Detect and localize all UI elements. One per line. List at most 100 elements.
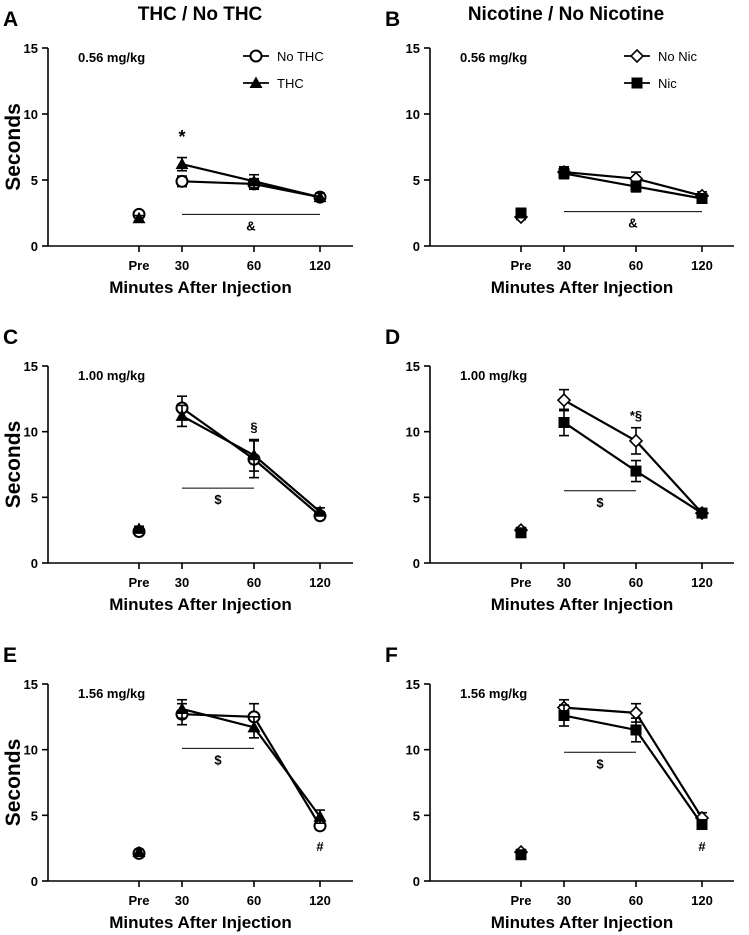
dose-label: 0.56 mg/kg bbox=[78, 50, 145, 65]
column-title-nicotine: Nicotine / No Nicotine bbox=[468, 4, 664, 25]
x-axis-label: Minutes After Injection bbox=[491, 913, 674, 932]
x-tick-label: Pre bbox=[129, 893, 150, 908]
x-tick-label: Pre bbox=[511, 258, 532, 273]
y-tick-label: 5 bbox=[31, 808, 38, 823]
y-tick-label: 5 bbox=[413, 808, 420, 823]
x-axis-label: Minutes After Injection bbox=[491, 595, 674, 614]
x-tick-label: 60 bbox=[247, 258, 261, 273]
x-tick-label: 30 bbox=[175, 575, 189, 590]
data-point bbox=[630, 465, 642, 477]
x-axis-label: Minutes After Injection bbox=[491, 278, 674, 297]
y-tick-label: 5 bbox=[413, 490, 420, 505]
x-tick-label: Pre bbox=[129, 258, 150, 273]
y-tick-label: 10 bbox=[406, 107, 420, 122]
data-point bbox=[313, 190, 327, 203]
legend-label: THC bbox=[277, 76, 304, 91]
x-tick-label: 60 bbox=[247, 575, 261, 590]
panel-letter: C bbox=[3, 326, 18, 349]
series-thc bbox=[132, 698, 327, 858]
dose-label: 1.00 mg/kg bbox=[78, 368, 145, 383]
series-no-thc bbox=[132, 395, 327, 538]
x-axis-label: Minutes After Injection bbox=[109, 595, 292, 614]
column-title-thc: THC / No THC bbox=[138, 4, 263, 25]
y-tick-label: 15 bbox=[406, 677, 420, 692]
y-tick-label: 15 bbox=[24, 41, 38, 56]
data-point bbox=[696, 819, 708, 831]
x-tick-label: Pre bbox=[511, 575, 532, 590]
x-tick-label: 120 bbox=[691, 575, 713, 590]
y-tick-label: 0 bbox=[413, 556, 420, 571]
data-point bbox=[175, 702, 189, 714]
data-point bbox=[515, 527, 527, 539]
series-no-nic bbox=[513, 698, 710, 860]
dose-label: 1.56 mg/kg bbox=[460, 686, 527, 701]
panel-e: E 0 5 10 15 Pre 30 60 120 Minutes After Injection… bbox=[2, 644, 353, 932]
x-tick-label: Pre bbox=[511, 893, 532, 908]
panel-letter: F bbox=[385, 644, 398, 667]
x-tick-label: 30 bbox=[557, 893, 571, 908]
x-tick-label: 30 bbox=[557, 575, 571, 590]
series-nic bbox=[515, 408, 708, 539]
y-axis-label: Seconds bbox=[2, 739, 25, 827]
significance-label: & bbox=[246, 218, 255, 233]
series-thc bbox=[132, 156, 327, 224]
y-tick-label: 15 bbox=[24, 677, 38, 692]
significance-marker: # bbox=[698, 839, 706, 854]
legend-label: Nic bbox=[658, 76, 677, 91]
x-tick-label: 30 bbox=[175, 893, 189, 908]
data-point bbox=[313, 505, 327, 517]
y-tick-label: 5 bbox=[31, 173, 38, 188]
series-no-thc bbox=[132, 174, 327, 221]
x-tick-label: 120 bbox=[691, 893, 713, 908]
data-point bbox=[628, 433, 644, 448]
panel-d: D 0 5 10 15 Pre 30 60 120 Minutes After Injection… bbox=[385, 326, 734, 614]
data-point bbox=[515, 207, 527, 219]
data-point bbox=[132, 845, 146, 858]
series-no-nic bbox=[513, 388, 710, 538]
y-tick-label: 15 bbox=[406, 359, 420, 374]
significance-marker: # bbox=[316, 839, 324, 854]
legend: No THC THC bbox=[243, 49, 324, 91]
y-tick-label: 10 bbox=[406, 743, 420, 758]
data-point bbox=[556, 393, 572, 408]
panel-letter: B bbox=[385, 8, 400, 31]
data-point bbox=[630, 724, 642, 736]
data-point bbox=[696, 192, 708, 204]
significance-label: $ bbox=[214, 492, 222, 507]
y-tick-label: 0 bbox=[31, 239, 38, 254]
legend: No Nic Nic bbox=[624, 48, 698, 91]
x-tick-label: Pre bbox=[129, 575, 150, 590]
panel-b: B 0 5 10 15 Pre 30 60 120 Minutes After Injection… bbox=[385, 8, 734, 297]
data-point bbox=[696, 507, 708, 519]
data-point bbox=[132, 522, 146, 534]
data-point bbox=[630, 181, 642, 193]
series-thc bbox=[132, 404, 327, 534]
data-point bbox=[247, 448, 261, 461]
panel-c: C 0 5 10 15 Pre 30 60 120 Minutes After Injection… bbox=[2, 326, 353, 614]
panel-a: A 0 5 10 15 Pre 30 60 120 Minutes After Injection… bbox=[2, 8, 353, 297]
y-axis-label: Seconds bbox=[2, 421, 25, 509]
legend-marker bbox=[249, 49, 263, 63]
y-tick-label: 0 bbox=[413, 874, 420, 889]
significance-label: $ bbox=[214, 752, 222, 767]
x-tick-label: 60 bbox=[629, 575, 643, 590]
y-tick-label: 5 bbox=[413, 173, 420, 188]
legend-label: No THC bbox=[277, 49, 324, 64]
y-tick-label: 10 bbox=[406, 425, 420, 440]
significance-label: $ bbox=[596, 756, 604, 771]
dose-label: 0.56 mg/kg bbox=[460, 50, 527, 65]
series-nic bbox=[515, 167, 708, 219]
dose-label: 1.00 mg/kg bbox=[460, 368, 527, 383]
significance-label: & bbox=[628, 216, 637, 231]
y-tick-label: 0 bbox=[413, 239, 420, 254]
data-point bbox=[558, 710, 570, 722]
data-point bbox=[132, 211, 146, 224]
x-axis-label: Minutes After Injection bbox=[109, 913, 292, 932]
x-tick-label: 60 bbox=[247, 893, 261, 908]
legend-marker bbox=[249, 76, 263, 88]
data-point bbox=[558, 167, 570, 179]
data-point bbox=[175, 409, 189, 421]
y-tick-label: 5 bbox=[31, 490, 38, 505]
data-point bbox=[628, 705, 644, 721]
